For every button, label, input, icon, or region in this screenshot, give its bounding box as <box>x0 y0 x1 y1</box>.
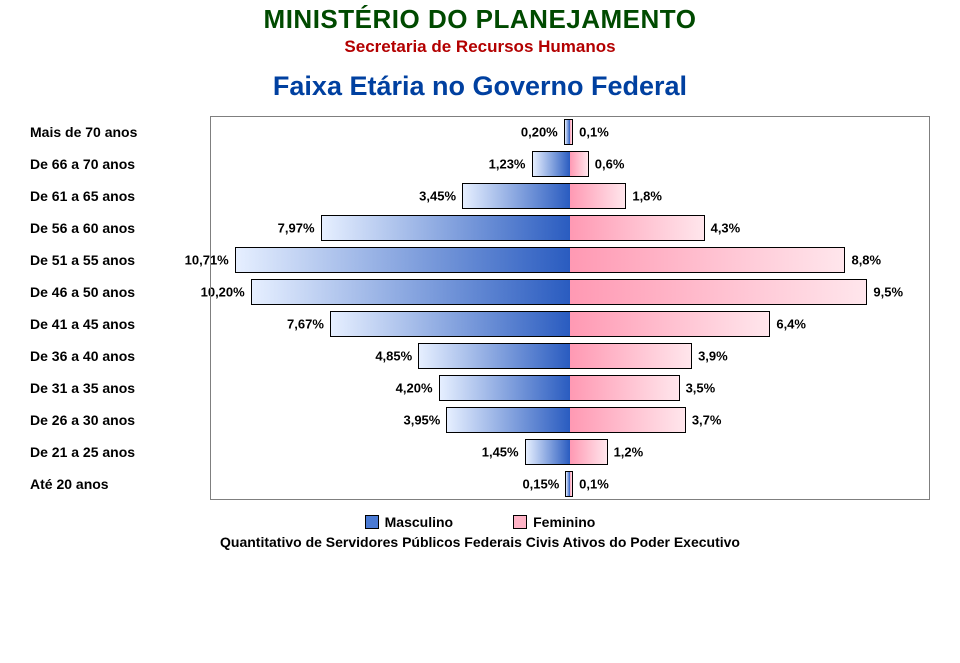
title-sub: Secretaria de Recursos Humanos <box>0 37 960 57</box>
slide-page: MINISTÉRIO DO PLANEJAMENTO Secretaria de… <box>0 4 960 663</box>
value-female: 8,8% <box>851 253 881 268</box>
bar-female <box>570 215 705 241</box>
bar-male <box>330 311 570 337</box>
bar-area: 0,15% 0,1% <box>210 468 930 500</box>
pyramid-row: De 46 a 50 anos10,20%9,5% <box>30 276 930 308</box>
bar-male <box>439 375 570 401</box>
value-female: 3,7% <box>692 413 722 428</box>
value-male: 7,97% <box>278 221 315 236</box>
pyramid-chart: Mais de 70 anos0,20%0,1%De 66 a 70 anos1… <box>30 116 930 500</box>
value-female: 0,1% <box>579 477 609 492</box>
bar-female <box>570 279 867 305</box>
bar-female <box>570 247 845 273</box>
bar-area: 7,97% 4,3% <box>210 212 930 244</box>
value-male: 4,20% <box>396 381 433 396</box>
legend-male: Masculino <box>365 514 453 530</box>
bar-male <box>251 279 570 305</box>
bar-area: 4,85% 3,9% <box>210 340 930 372</box>
row-label: De 21 a 25 anos <box>30 444 210 460</box>
value-female: 1,8% <box>632 189 662 204</box>
pyramid-row: De 66 a 70 anos 1,23% 0,6% <box>30 148 930 180</box>
value-male: 0,20% <box>521 125 558 140</box>
pyramid-row: De 21 a 25 anos 1,45% 1,2% <box>30 436 930 468</box>
legend-female: Feminino <box>513 514 595 530</box>
row-label: De 41 a 45 anos <box>30 316 210 332</box>
pyramid-row: Mais de 70 anos 0,20% 0,1% <box>30 116 930 148</box>
bar-area: 3,95% 3,7% <box>210 404 930 436</box>
bar-area: 10,20%9,5% <box>210 276 930 308</box>
row-label: De 61 a 65 anos <box>30 188 210 204</box>
value-female: 9,5% <box>873 285 903 300</box>
value-female: 0,6% <box>595 157 625 172</box>
value-male: 0,15% <box>522 477 559 492</box>
bar-male <box>235 247 570 273</box>
bar-female <box>570 311 770 337</box>
bar-area: 10,71%8,8% <box>210 244 930 276</box>
value-male: 10,20% <box>201 285 245 300</box>
bar-male <box>532 151 571 177</box>
row-label: Até 20 anos <box>30 476 210 492</box>
bar-male <box>321 215 570 241</box>
pyramid-row: Até 20 anos 0,15% 0,1% <box>30 468 930 500</box>
title-chart: Faixa Etária no Governo Federal <box>0 71 960 102</box>
value-female: 3,5% <box>686 381 716 396</box>
bar-male <box>525 439 570 465</box>
legend: Masculino Feminino <box>0 514 960 530</box>
bar-male <box>462 183 570 209</box>
bar-female <box>570 151 589 177</box>
bar-area: 7,67% 6,4% <box>210 308 930 340</box>
footer-note: Quantitativo de Servidores Públicos Fede… <box>0 534 960 550</box>
bar-female <box>570 183 626 209</box>
value-female: 6,4% <box>776 317 806 332</box>
pyramid-rows: Mais de 70 anos0,20%0,1%De 66 a 70 anos1… <box>30 116 930 500</box>
pyramid-row: De 26 a 30 anos 3,95% 3,7% <box>30 404 930 436</box>
value-female: 3,9% <box>698 349 728 364</box>
bar-area: 1,23% 0,6% <box>210 148 930 180</box>
row-label: De 36 a 40 anos <box>30 348 210 364</box>
row-label: De 31 a 35 anos <box>30 380 210 396</box>
pyramid-row: De 61 a 65 anos 3,45% 1,8% <box>30 180 930 212</box>
title-main: MINISTÉRIO DO PLANEJAMENTO <box>0 4 960 35</box>
bar-female <box>570 439 608 465</box>
legend-female-label: Feminino <box>533 514 595 530</box>
bar-female <box>570 471 573 497</box>
row-label: Mais de 70 anos <box>30 124 210 140</box>
pyramid-row: De 36 a 40 anos 4,85% 3,9% <box>30 340 930 372</box>
value-male: 3,45% <box>419 189 456 204</box>
pyramid-row: De 51 a 55 anos10,71%8,8% <box>30 244 930 276</box>
bar-male <box>446 407 570 433</box>
value-male: 1,45% <box>482 445 519 460</box>
bar-area: 3,45% 1,8% <box>210 180 930 212</box>
bar-area: 1,45% 1,2% <box>210 436 930 468</box>
value-male: 7,67% <box>287 317 324 332</box>
swatch-male <box>365 515 379 529</box>
pyramid-row: De 56 a 60 anos 7,97% 4,3% <box>30 212 930 244</box>
row-label: De 66 a 70 anos <box>30 156 210 172</box>
bar-female <box>570 119 573 145</box>
row-label: De 46 a 50 anos <box>30 284 210 300</box>
bar-female <box>570 407 686 433</box>
value-male: 4,85% <box>375 349 412 364</box>
value-male: 3,95% <box>403 413 440 428</box>
row-label: De 51 a 55 anos <box>30 252 210 268</box>
value-male: 10,71% <box>185 253 229 268</box>
row-label: De 26 a 30 anos <box>30 412 210 428</box>
bar-female <box>570 343 692 369</box>
bar-female <box>570 375 680 401</box>
value-female: 4,3% <box>711 221 741 236</box>
swatch-female <box>513 515 527 529</box>
pyramid-row: De 31 a 35 anos 4,20% 3,5% <box>30 372 930 404</box>
bar-male <box>418 343 570 369</box>
row-label: De 56 a 60 anos <box>30 220 210 236</box>
value-female: 0,1% <box>579 125 609 140</box>
bar-area: 4,20% 3,5% <box>210 372 930 404</box>
value-male: 1,23% <box>489 157 526 172</box>
legend-male-label: Masculino <box>385 514 453 530</box>
pyramid-row: De 41 a 45 anos 7,67% 6,4% <box>30 308 930 340</box>
value-female: 1,2% <box>614 445 644 460</box>
bar-area: 0,20% 0,1% <box>210 116 930 148</box>
